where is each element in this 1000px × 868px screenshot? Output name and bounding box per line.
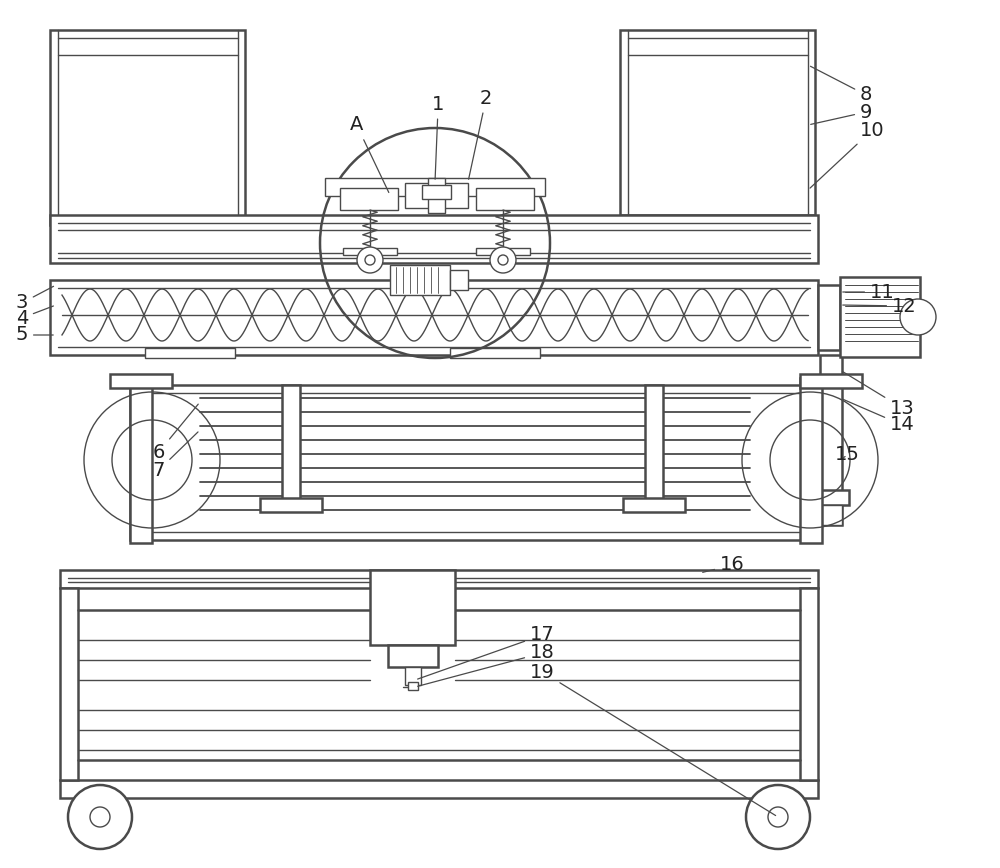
Bar [50,215,818,263]
Bar [60,570,818,588]
Bar [450,270,468,290]
Bar [428,178,445,213]
Bar [130,385,820,540]
Bar [620,30,815,215]
Bar [422,185,451,199]
Text: 16: 16 [703,556,745,575]
Bar [130,378,152,543]
Bar [388,645,438,667]
Text: 2: 2 [469,89,492,180]
Circle shape [357,247,383,273]
Bar [390,265,450,295]
Text: 12: 12 [843,297,917,315]
Text: 3: 3 [16,286,54,312]
Bar [282,385,300,505]
Circle shape [768,807,788,827]
Bar [813,490,849,505]
Circle shape [490,247,516,273]
Text: 10: 10 [810,121,885,188]
Bar [840,277,920,357]
Circle shape [746,785,810,849]
Bar [405,183,430,208]
Text: 15: 15 [835,445,860,464]
Text: 13: 13 [842,372,915,418]
Circle shape [68,785,132,849]
Bar [820,355,842,525]
Circle shape [90,807,110,827]
Bar [340,188,398,210]
Bar [443,183,468,208]
Bar [800,378,822,543]
Bar [370,570,455,645]
Text: 5: 5 [16,326,53,345]
Text: 6: 6 [153,404,198,462]
Bar [325,178,545,196]
Bar [820,505,842,525]
Bar [408,682,418,690]
Text: 11: 11 [843,282,895,301]
Bar [818,285,840,350]
Circle shape [365,255,375,265]
Text: 9: 9 [811,102,872,124]
Bar [476,248,530,255]
Bar [623,498,685,512]
Bar [476,188,534,210]
Bar [343,248,397,255]
Text: A: A [350,115,389,193]
Bar [800,374,862,388]
Bar [145,348,235,358]
Bar [110,374,172,388]
Text: 14: 14 [843,399,915,435]
Bar [50,280,818,355]
Bar [450,348,540,358]
Text: 8: 8 [810,66,872,104]
Bar [260,498,322,512]
Text: 19: 19 [530,662,776,816]
Text: 7: 7 [153,432,198,479]
Text: 18: 18 [418,643,555,687]
Bar [50,30,245,225]
Bar [645,385,663,505]
Circle shape [900,299,936,335]
Text: 17: 17 [418,626,555,679]
Text: 1: 1 [432,95,444,179]
Bar [800,588,818,780]
Circle shape [498,255,508,265]
Bar [405,667,421,685]
Bar [60,780,818,798]
Bar [60,588,78,780]
Text: 4: 4 [16,306,53,327]
